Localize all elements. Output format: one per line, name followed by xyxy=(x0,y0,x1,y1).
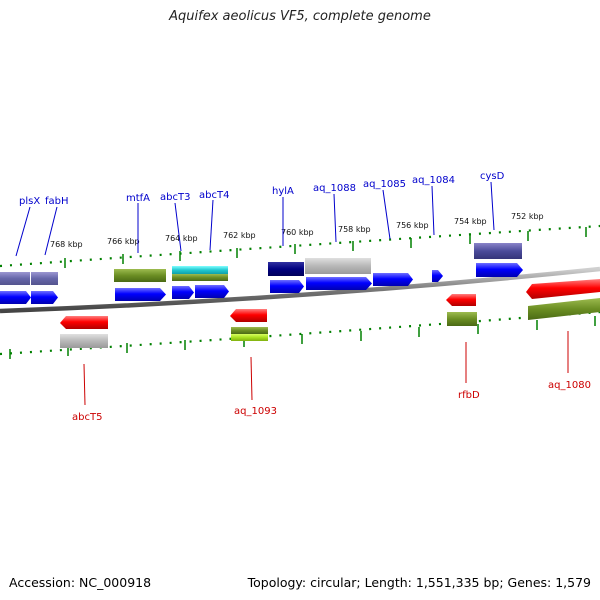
gene-arrow-abct5 xyxy=(60,316,108,329)
gene-label-cysd: cysD xyxy=(480,171,505,182)
cog-box-aq1093-a xyxy=(231,327,268,334)
gene-label-hyla: hylA xyxy=(272,186,294,197)
gene-label-abct4: abcT4 xyxy=(199,190,229,201)
gene-label-fabh: fabH xyxy=(45,196,69,207)
gene-label-aq1085: aq_1085 xyxy=(363,179,406,190)
scale-label-766: 766 kbp xyxy=(107,237,140,246)
cog-box-hyla xyxy=(268,262,304,276)
gene-arrow-plsx xyxy=(0,291,31,304)
gene-label-plsx: plsX xyxy=(19,196,40,207)
cog-box-aq1088 xyxy=(305,258,371,274)
gene-arrow-aq1084 xyxy=(432,270,443,282)
cog-box-mtfa xyxy=(114,269,166,282)
gene-label-abct5: abcT5 xyxy=(72,412,102,423)
gene-arrow-rfbd xyxy=(446,294,476,306)
cog-box-fabh xyxy=(31,272,58,285)
map-title: Aquifex aeolicus VF5, complete genome xyxy=(169,9,431,24)
gene-arrow-cysd xyxy=(476,263,523,277)
gene-label-mtfa: mtfA xyxy=(126,193,150,204)
scale-label-756: 756 kbp xyxy=(396,221,429,230)
scale-labels: 768 kbp 766 kbp 764 kbp 762 kbp 760 kbp … xyxy=(50,212,544,249)
cog-box-rfbd xyxy=(447,312,477,326)
scale-label-754: 754 kbp xyxy=(454,217,487,226)
gene-arrow-aq1093 xyxy=(230,309,267,322)
cog-box-aq1093-b xyxy=(231,334,268,341)
gene-arrow-aq1088 xyxy=(306,277,372,290)
cog-boxes-outer xyxy=(0,243,522,285)
scale-label-768: 768 kbp xyxy=(50,240,83,249)
gene-label-aq1093: aq_1093 xyxy=(234,406,277,417)
cog-box-cysd xyxy=(474,243,522,259)
cog-box-abct3 xyxy=(172,266,228,274)
gene-label-aq1084: aq_1084 xyxy=(412,175,455,186)
scale-label-760: 760 kbp xyxy=(281,228,314,237)
cog-box-plsx xyxy=(0,272,30,285)
genome-backbone xyxy=(0,266,600,314)
cog-box-abct5 xyxy=(60,334,108,348)
reverse-strand-genes xyxy=(60,279,600,329)
gene-arrow-hyla xyxy=(270,280,304,293)
gene-arrow-aq1085 xyxy=(373,273,413,286)
gene-name-labels: plsX fabH mtfA abcT3 abcT4 hylA aq_1088 … xyxy=(19,171,591,423)
genome-stats-text: Topology: circular; Length: 1,551,335 bp… xyxy=(247,575,591,590)
inner-tick-track xyxy=(0,310,600,356)
gene-arrow-aq1080 xyxy=(526,279,600,299)
outer-tick-track xyxy=(0,224,600,268)
gene-label-aq1088: aq_1088 xyxy=(313,183,356,194)
cog-boxes-inner xyxy=(60,298,600,348)
gene-label-abct3: abcT3 xyxy=(160,192,190,203)
scale-label-764: 764 kbp xyxy=(165,234,198,243)
cog-box-abct4 xyxy=(172,274,228,281)
scale-label-752: 752 kbp xyxy=(511,212,544,221)
label-leader-lines xyxy=(15,181,569,406)
scale-label-762: 762 kbp xyxy=(223,231,256,240)
gene-label-aq1080: aq_1080 xyxy=(548,380,591,391)
gene-label-rfbd: rfbD xyxy=(458,390,480,401)
gene-arrow-fabh xyxy=(31,291,58,304)
scale-label-758: 758 kbp xyxy=(338,225,371,234)
accession-text: Accession: NC_000918 xyxy=(9,575,152,590)
gene-arrow-mtfa xyxy=(115,288,166,301)
outer-major-ticks xyxy=(64,227,587,268)
gene-arrow-abct4 xyxy=(195,285,229,298)
forward-strand-genes xyxy=(0,263,523,304)
gene-arrow-abct3 xyxy=(172,286,194,299)
cog-box-aq1080 xyxy=(528,298,600,320)
